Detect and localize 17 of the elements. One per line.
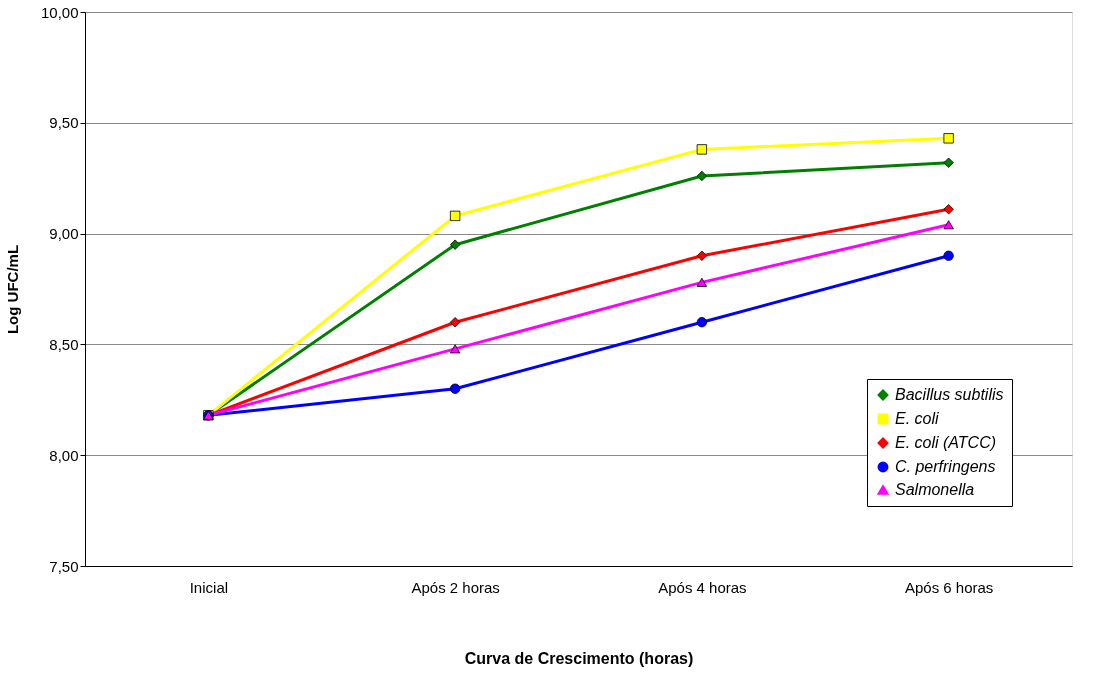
legend-label: C. perfringens: [895, 458, 996, 475]
legend-label: Bacillus subtilis: [895, 386, 1004, 403]
legend-label: E. coli: [895, 410, 940, 427]
y-tick-label: 10,00: [40, 3, 79, 21]
x-axis-title: Curva de Crescimento (horas): [464, 649, 694, 667]
y-tick-label: 9,50: [49, 114, 79, 132]
y-tick-label: 9,00: [49, 225, 79, 243]
x-tick-label: Após 4 horas: [658, 578, 747, 596]
x-tick-label: Inicial: [189, 578, 229, 596]
legend-label: Salmonella: [895, 481, 975, 498]
y-axis-title: Log UFC/mL: [3, 244, 21, 335]
legend-label: E. coli (ATCC): [895, 434, 997, 451]
y-tick-label: 8,50: [49, 335, 79, 353]
x-tick-label: Após 2 horas: [411, 578, 500, 596]
x-tick-label: Após 6 horas: [904, 578, 994, 596]
y-tick-label: 7,50: [49, 557, 79, 575]
y-tick-label: 8,00: [49, 446, 79, 464]
